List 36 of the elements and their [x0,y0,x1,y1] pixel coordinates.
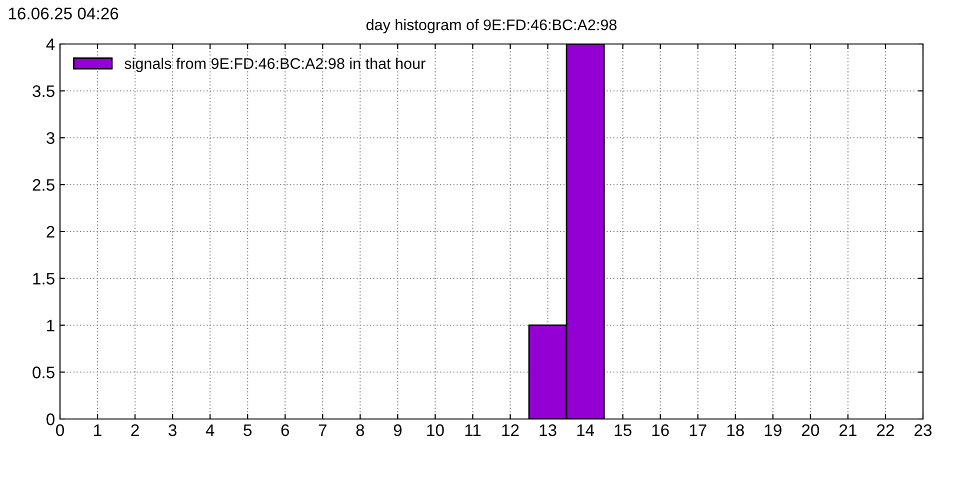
x-tick-label: 17 [690,424,706,436]
legend-label: signals from 9E:FD:46:BC:A2:98 in that hour [124,58,426,72]
y-tick-label: 1 [47,320,54,332]
y-tick-label: 0 [46,413,54,426]
x-tick-label: 3 [168,424,176,436]
x-tick-label: 15 [614,424,632,436]
y-tick-label: 1.5 [33,272,54,285]
x-tick-label: 2 [131,424,139,436]
x-tick-label: 10 [427,424,444,436]
x-tick-label: 7 [318,424,326,436]
y-tick-label: 0.5 [32,366,54,378]
x-tick-label: 4 [206,424,214,436]
x-tick-label: 11 [465,424,481,436]
x-tick-label: 6 [281,424,290,436]
text: 16.06.25 04:26 [8,8,118,20]
chart-title: day histogram of 9E:FD:46:BC:A2:98 [366,19,617,34]
x-tick-label: 23 [914,424,932,436]
x-tick-label: 19 [764,424,782,436]
y-tick-label: 4 [46,38,55,50]
x-tick-label: 16 [652,424,669,436]
x-tick-label: 22 [877,424,894,436]
y-tick-label: 3.5 [32,85,54,98]
x-tick-label: 1 [94,424,102,436]
x-tick-label: 9 [394,424,402,436]
x-tick-label: 14 [577,424,594,436]
y-tick-label: 2 [46,226,54,238]
x-tick-label: 8 [356,424,364,436]
x-tick-label: 21 [840,424,856,436]
x-tick-label: 13 [540,424,556,436]
x-tick-label: 12 [502,424,519,436]
x-tick-label: 0 [56,424,64,436]
x-tick-label: 18 [727,424,744,436]
x-tick-label: 20 [802,424,820,436]
y-tick-label: 2.5 [32,179,54,191]
x-tick-label: 5 [244,424,252,436]
y-tick-label: 3 [46,132,54,144]
